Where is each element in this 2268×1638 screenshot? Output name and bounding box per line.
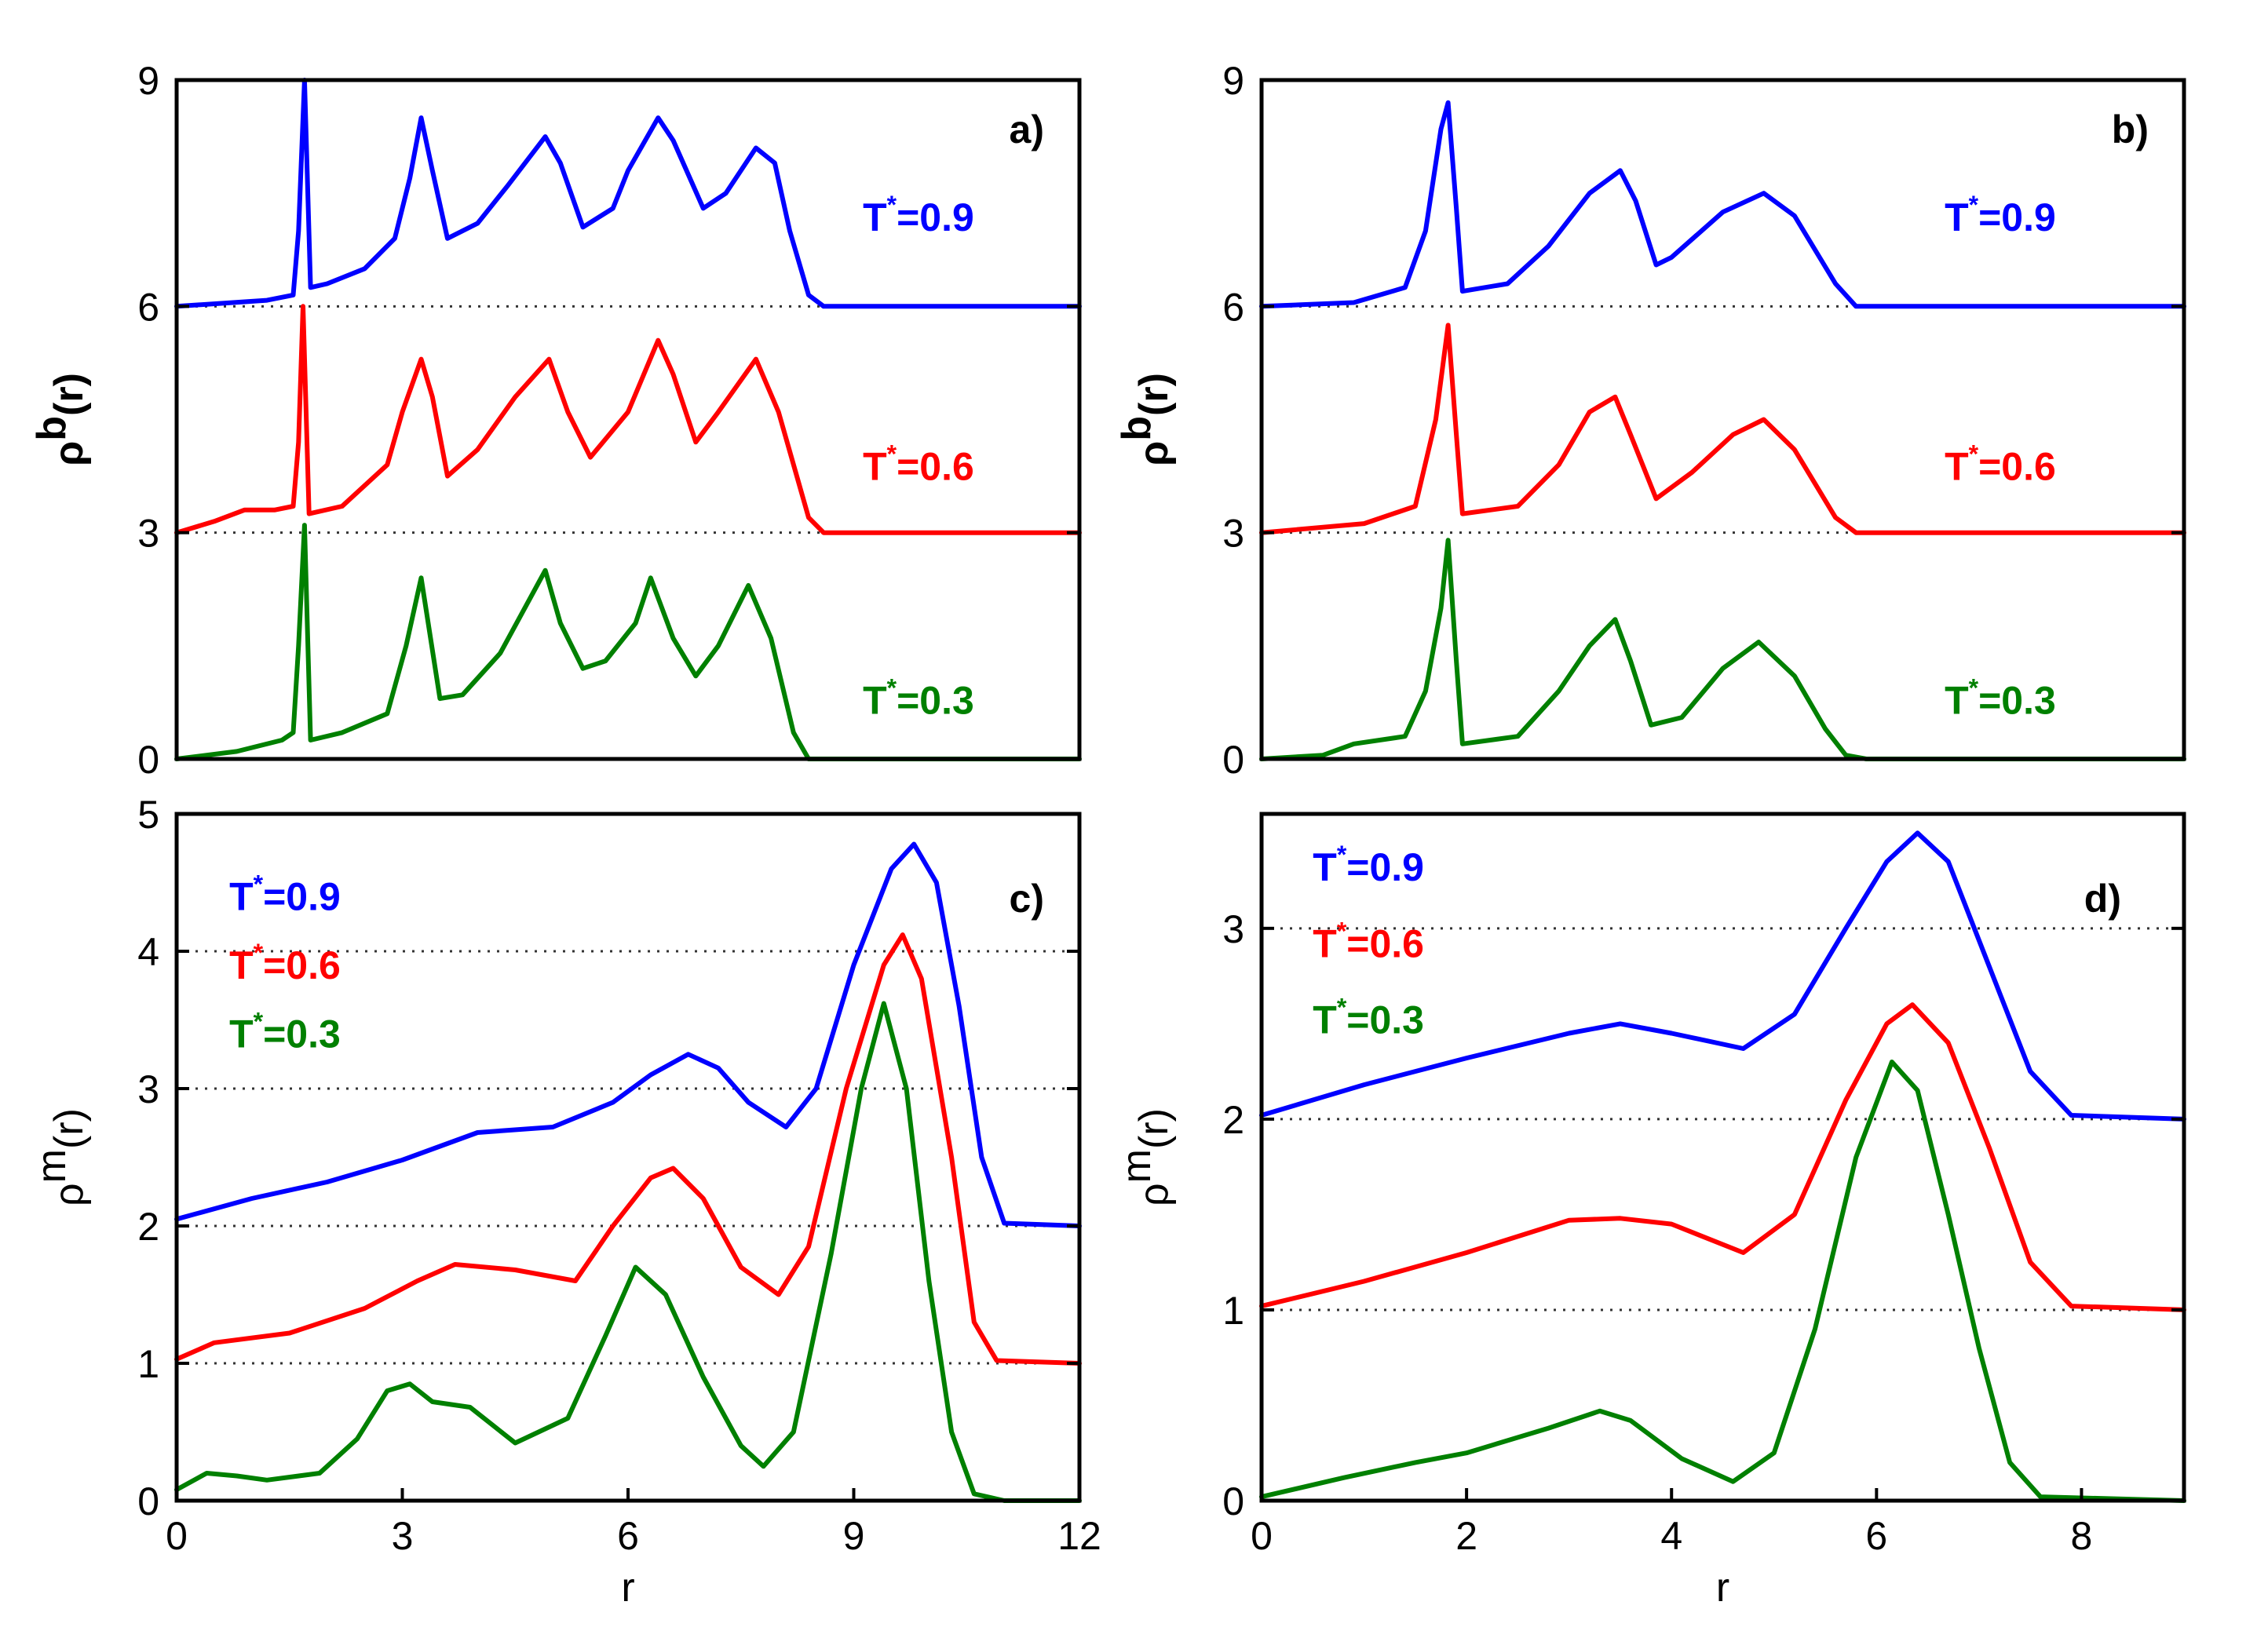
series-label: T*=0.3 bbox=[1945, 673, 2056, 722]
series-line-t06 bbox=[1259, 1002, 2186, 1312]
series-line-t09 bbox=[1259, 830, 2186, 1122]
x-tick-label: 4 bbox=[1660, 1514, 1682, 1558]
series-label: T*=0.6 bbox=[1945, 440, 2056, 488]
series-label: T*=0.3 bbox=[1313, 994, 1424, 1042]
series-label: T*=0.6 bbox=[863, 440, 974, 488]
series-label: T*=0.9 bbox=[229, 870, 341, 919]
x-tick-label: 3 bbox=[392, 1514, 414, 1558]
panel-tag: b) bbox=[2112, 108, 2149, 151]
y-tick-label: 3 bbox=[137, 512, 159, 556]
panel-d: 0 1 2 3 0 2 4 6 8 r ρm(r) d) T*=0.9 T*=0.6 T*=0.3 bbox=[1114, 812, 2186, 1611]
series-line-t09 bbox=[174, 841, 1082, 1228]
x-axis-title: r bbox=[1716, 1565, 1729, 1611]
series-line-t03 bbox=[1259, 538, 2186, 761]
y-tick-label: 9 bbox=[1222, 59, 1244, 103]
x-tick-label: 2 bbox=[1455, 1514, 1477, 1558]
y-axis-title: ρb(r) bbox=[29, 373, 92, 466]
x-tick-label: 9 bbox=[843, 1514, 865, 1558]
x-tick-label: 12 bbox=[1057, 1514, 1101, 1558]
series-line-t09 bbox=[1259, 100, 2186, 309]
panel-tag: a) bbox=[1010, 108, 1044, 151]
series-label: T*=0.6 bbox=[1313, 917, 1424, 965]
series-line-t06 bbox=[174, 932, 1082, 1366]
series-line-t03 bbox=[174, 523, 1082, 761]
x-tick-label: 8 bbox=[2071, 1514, 2093, 1558]
y-tick-label: 5 bbox=[137, 793, 159, 837]
y-tick-label: 2 bbox=[1222, 1098, 1244, 1142]
panel-b: 0 3 6 9 ρb(r) b) T*=0.9 T*=0.6 T*=0.3 bbox=[1114, 59, 2186, 782]
y-tick-label: 6 bbox=[1222, 285, 1244, 329]
series-label: T*=0.9 bbox=[863, 191, 974, 239]
x-tick-label: 0 bbox=[166, 1514, 188, 1558]
series-label: T*=0.9 bbox=[1945, 191, 2056, 239]
y-tick-label: 3 bbox=[1222, 512, 1244, 556]
panel-tag: d) bbox=[2084, 877, 2121, 921]
y-tick-label: 1 bbox=[137, 1342, 159, 1386]
series-line-t06 bbox=[174, 304, 1082, 535]
y-tick-label: 0 bbox=[137, 1479, 159, 1523]
plot-frame bbox=[174, 78, 1082, 761]
series-label: T*=0.9 bbox=[1313, 841, 1424, 889]
series-label: T*=0.3 bbox=[229, 1008, 341, 1056]
y-tick-label: 0 bbox=[137, 738, 159, 782]
y-tick-label: 2 bbox=[137, 1205, 159, 1249]
y-tick-label: 4 bbox=[137, 930, 159, 974]
y-tick-label: 0 bbox=[1222, 1479, 1244, 1523]
y-tick-label: 3 bbox=[1222, 907, 1244, 951]
y-axis-title: ρm(r) bbox=[1114, 1108, 1177, 1206]
series-line-t03 bbox=[1259, 1060, 2186, 1503]
series-label: T*=0.3 bbox=[863, 673, 974, 722]
plot-frame bbox=[1259, 78, 2186, 761]
series-line-t06 bbox=[1259, 323, 2186, 535]
y-tick-label: 6 bbox=[137, 285, 159, 329]
y-tick-label: 1 bbox=[1222, 1289, 1244, 1333]
x-tick-label: 6 bbox=[617, 1514, 639, 1558]
panel-a: 0 3 6 9 ρb(r) a) T*=0.9 T*=0.6 T*=0.3 bbox=[29, 59, 1082, 782]
y-tick-label: 3 bbox=[137, 1067, 159, 1111]
x-axis-title: r bbox=[621, 1565, 634, 1611]
plot-frame bbox=[1259, 812, 2186, 1503]
y-tick-label: 0 bbox=[1222, 738, 1244, 782]
series-line-t03 bbox=[174, 1001, 1082, 1503]
panel-tag: c) bbox=[1010, 877, 1044, 921]
x-tick-label: 6 bbox=[1865, 1514, 1887, 1558]
y-axis-title: ρb(r) bbox=[1114, 373, 1177, 466]
y-axis-title: ρm(r) bbox=[29, 1108, 92, 1206]
x-tick-label: 0 bbox=[1251, 1514, 1273, 1558]
series-line-t09 bbox=[174, 78, 1082, 309]
series-label: T*=0.6 bbox=[229, 939, 341, 987]
y-tick-label: 9 bbox=[137, 59, 159, 103]
